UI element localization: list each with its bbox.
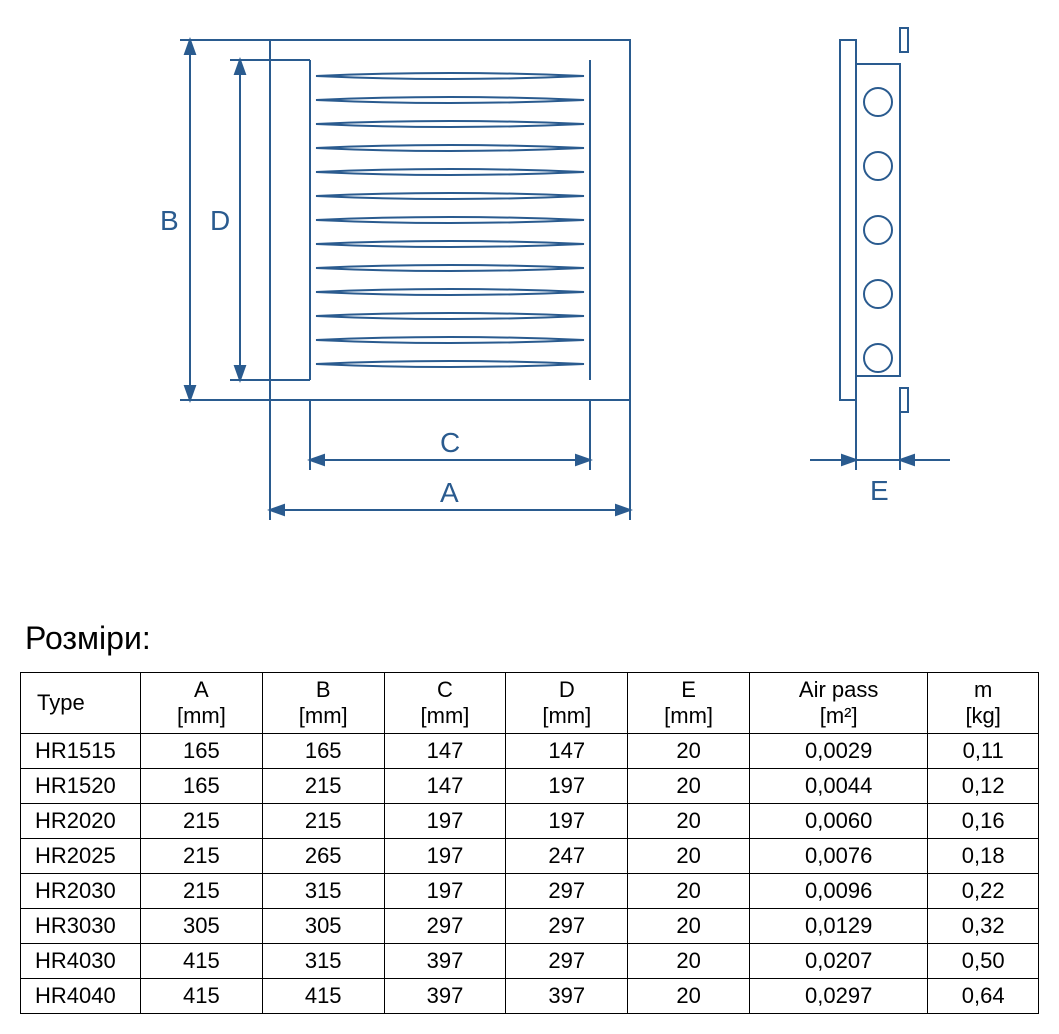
table-cell: 197 (506, 804, 628, 839)
table-cell: 215 (141, 839, 263, 874)
table-cell: 165 (141, 734, 263, 769)
table-cell: 0,0060 (749, 804, 927, 839)
table-cell: 415 (141, 979, 263, 1014)
dim-label-C: C (440, 427, 460, 458)
table-cell: 165 (262, 734, 384, 769)
table-cell: 0,0029 (749, 734, 927, 769)
table-cell: 0,0297 (749, 979, 927, 1014)
table-cell: 215 (262, 804, 384, 839)
table-cell: HR1520 (21, 769, 141, 804)
table-cell: 297 (506, 874, 628, 909)
column-header: Air pass[m²] (749, 673, 927, 734)
table-cell: HR4030 (21, 944, 141, 979)
table-row: HR2030215315197297200,00960,22 (21, 874, 1039, 909)
table-cell: 297 (506, 944, 628, 979)
table-cell: 297 (506, 909, 628, 944)
table-row: HR1520165215147197200,00440,12 (21, 769, 1039, 804)
table-row: HR4030415315397297200,02070,50 (21, 944, 1039, 979)
table-cell: 315 (262, 874, 384, 909)
table-cell: 397 (384, 979, 506, 1014)
table-cell: 0,0096 (749, 874, 927, 909)
table-cell: 197 (384, 839, 506, 874)
table-row: HR4040415415397397200,02970,64 (21, 979, 1039, 1014)
table-cell: 0,16 (928, 804, 1039, 839)
table-cell: 215 (262, 769, 384, 804)
table-cell: HR2030 (21, 874, 141, 909)
table-cell: 0,32 (928, 909, 1039, 944)
table-cell: 0,18 (928, 839, 1039, 874)
table-cell: 0,64 (928, 979, 1039, 1014)
dim-label-A: A (440, 477, 459, 508)
table-cell: 20 (628, 944, 750, 979)
front-view-diagram: B D C A (140, 20, 680, 580)
table-cell: 147 (384, 769, 506, 804)
technical-drawings: B D C A E (20, 20, 1039, 580)
table-cell: 305 (141, 909, 263, 944)
table-row: HR2025215265197247200,00760,18 (21, 839, 1039, 874)
table-cell: 0,0207 (749, 944, 927, 979)
table-cell: 305 (262, 909, 384, 944)
table-cell: 20 (628, 734, 750, 769)
table-cell: HR2020 (21, 804, 141, 839)
table-cell: 0,0044 (749, 769, 927, 804)
dim-label-E: E (870, 475, 889, 506)
table-cell: 397 (506, 979, 628, 1014)
table-cell: HR4040 (21, 979, 141, 1014)
column-header: C[mm] (384, 673, 506, 734)
table-row: HR1515165165147147200,00290,11 (21, 734, 1039, 769)
table-cell: 0,0076 (749, 839, 927, 874)
column-header: D[mm] (506, 673, 628, 734)
table-cell: HR2025 (21, 839, 141, 874)
table-cell: 0,50 (928, 944, 1039, 979)
table-cell: 197 (384, 804, 506, 839)
table-cell: 20 (628, 979, 750, 1014)
table-cell: 20 (628, 909, 750, 944)
column-header: A[mm] (141, 673, 263, 734)
table-cell: 197 (506, 769, 628, 804)
table-cell: 247 (506, 839, 628, 874)
table-cell: 397 (384, 944, 506, 979)
table-cell: 0,0129 (749, 909, 927, 944)
column-header: E[mm] (628, 673, 750, 734)
table-cell: 215 (141, 804, 263, 839)
section-title: Розміри: (25, 620, 1039, 657)
table-cell: HR3030 (21, 909, 141, 944)
table-row: HR3030305305297297200,01290,32 (21, 909, 1039, 944)
table-cell: 415 (141, 944, 263, 979)
side-view-diagram: E (800, 20, 980, 580)
dimensions-table: TypeA[mm]B[mm]C[mm]D[mm]E[mm]Air pass[m²… (20, 672, 1039, 1014)
table-cell: 147 (506, 734, 628, 769)
table-cell: 20 (628, 769, 750, 804)
table-cell: 415 (262, 979, 384, 1014)
table-cell: 0,11 (928, 734, 1039, 769)
table-cell: 165 (141, 769, 263, 804)
table-cell: 215 (141, 874, 263, 909)
table-cell: 265 (262, 839, 384, 874)
table-cell: HR1515 (21, 734, 141, 769)
column-header: Type (21, 673, 141, 734)
dim-label-B: B (160, 205, 179, 236)
table-cell: 0,22 (928, 874, 1039, 909)
table-row: HR2020215215197197200,00600,16 (21, 804, 1039, 839)
table-cell: 147 (384, 734, 506, 769)
column-header: m[kg] (928, 673, 1039, 734)
table-cell: 20 (628, 839, 750, 874)
dim-label-D: D (210, 205, 230, 236)
column-header: B[mm] (262, 673, 384, 734)
table-cell: 197 (384, 874, 506, 909)
table-cell: 20 (628, 804, 750, 839)
table-cell: 0,12 (928, 769, 1039, 804)
table-cell: 315 (262, 944, 384, 979)
table-cell: 20 (628, 874, 750, 909)
table-cell: 297 (384, 909, 506, 944)
